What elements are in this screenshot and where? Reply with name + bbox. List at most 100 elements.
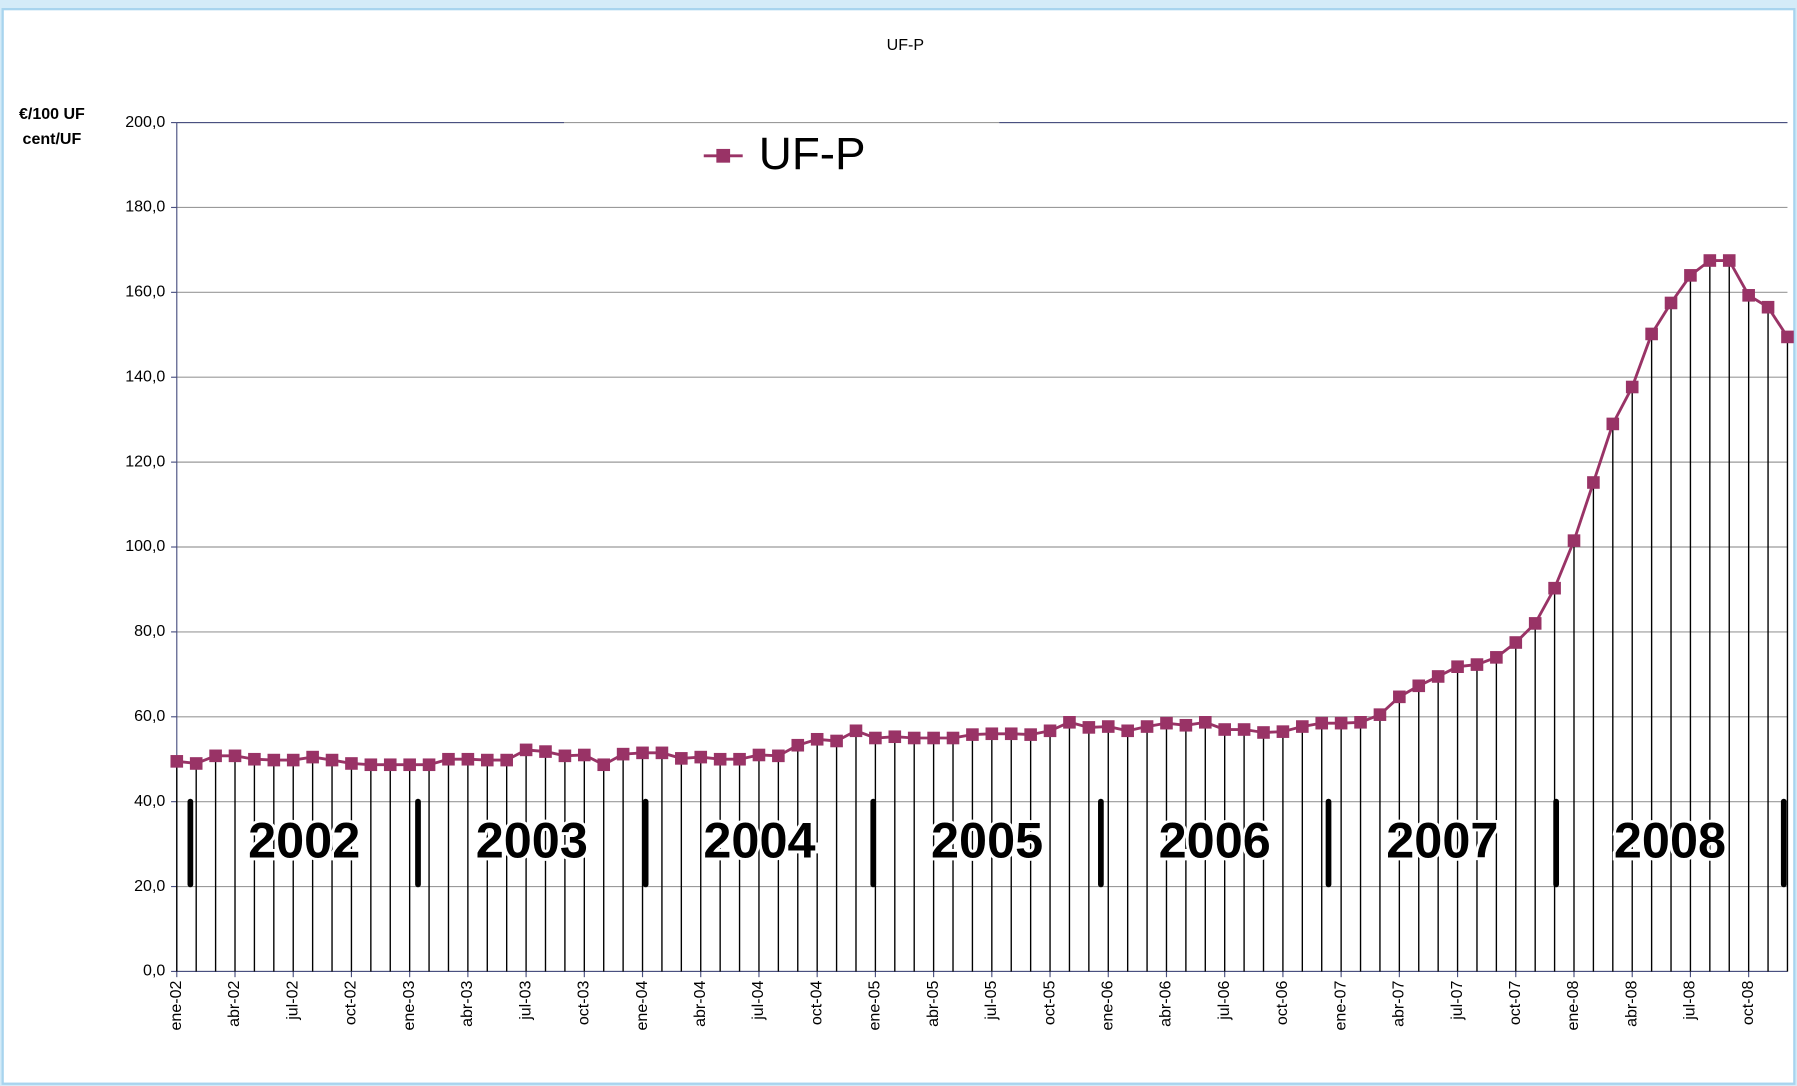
data-point [1412, 679, 1426, 693]
data-point [1140, 720, 1154, 733]
data-point [1315, 716, 1329, 730]
x-tick-label: ene-03 [400, 981, 418, 1031]
x-tick-label: jul-03 [516, 981, 534, 1021]
data-point [1606, 417, 1620, 431]
data-point [1703, 254, 1717, 267]
year-label: 2002 [248, 811, 360, 868]
x-tick-label: ene-02 [167, 981, 185, 1031]
year-label: 2006 [1159, 811, 1271, 868]
year-label: 2007 [1386, 811, 1498, 868]
data-point [519, 743, 533, 757]
year-label: 2008 [1614, 811, 1726, 868]
data-point [966, 728, 979, 741]
data-point [1043, 724, 1057, 738]
data-point [1063, 715, 1076, 729]
data-point [752, 748, 766, 762]
y-axis-label: €/100 UF [19, 105, 85, 123]
x-tick-label: ene-06 [1098, 981, 1116, 1031]
x-tick-label: jul-05 [982, 981, 1000, 1021]
data-point [946, 731, 960, 745]
data-point [1722, 254, 1736, 267]
legend-label: UF-P [759, 128, 866, 179]
data-point [655, 746, 669, 760]
x-tick-label: ene-05 [866, 981, 884, 1031]
data-point [985, 727, 999, 741]
data-point [616, 747, 630, 761]
data-point [675, 752, 688, 765]
data-point [1082, 721, 1096, 734]
data-point [403, 758, 416, 772]
y-tick-label: 100,0 [125, 537, 165, 555]
data-point [1198, 715, 1212, 729]
data-point [1334, 716, 1348, 730]
y-tick-label: 80,0 [134, 622, 165, 640]
data-point [1761, 300, 1775, 314]
x-tick-label: ene-08 [1564, 981, 1582, 1031]
data-point [1625, 380, 1639, 394]
x-tick-label: ene-04 [633, 981, 651, 1031]
data-point [888, 730, 902, 744]
x-tick-label: ene-07 [1331, 981, 1349, 1031]
data-point [830, 734, 843, 748]
data-point [1567, 534, 1581, 547]
data-point [383, 758, 397, 772]
year-label: 2005 [931, 811, 1043, 868]
data-point [228, 749, 242, 763]
data-point [1781, 330, 1794, 344]
data-point [1393, 690, 1406, 704]
data-point [345, 757, 358, 770]
x-tick-label: abr-06 [1157, 981, 1175, 1027]
x-tick-label: jul-02 [283, 981, 301, 1021]
data-point [248, 752, 261, 766]
data-point [422, 758, 436, 772]
data-point [1451, 660, 1464, 674]
data-point [733, 752, 746, 766]
data-point [1742, 289, 1755, 302]
y-axis-label: cent/UF [23, 130, 82, 148]
data-point [364, 758, 378, 772]
data-point [907, 731, 921, 745]
x-tick-label: jul-06 [1215, 981, 1233, 1021]
data-point [869, 731, 882, 745]
data-point [1470, 658, 1484, 671]
y-tick-label: 180,0 [125, 198, 165, 216]
x-tick-label: abr-08 [1622, 981, 1640, 1027]
data-point [1431, 670, 1445, 683]
data-point [480, 753, 494, 767]
data-point [791, 738, 805, 752]
data-point [1276, 725, 1290, 738]
data-point [694, 750, 708, 764]
y-tick-label: 0,0 [143, 962, 165, 980]
x-tick-label: oct-08 [1739, 981, 1757, 1026]
legend-marker [716, 148, 731, 163]
data-point [267, 753, 281, 767]
x-tick-label: oct-02 [342, 981, 360, 1026]
data-point [1354, 715, 1367, 729]
x-tick-label: oct-03 [575, 981, 593, 1026]
data-point [1373, 708, 1387, 721]
y-tick-label: 140,0 [125, 367, 165, 385]
data-point [1237, 723, 1251, 736]
x-tick-label: oct-04 [807, 981, 825, 1026]
data-point [772, 749, 785, 763]
data-point [597, 758, 611, 772]
data-point [636, 746, 649, 760]
data-point [500, 753, 513, 767]
data-point [1218, 723, 1231, 736]
data-point [1490, 651, 1503, 664]
data-point [1587, 476, 1600, 489]
data-point [1179, 718, 1193, 732]
data-point [1160, 716, 1173, 730]
data-point [306, 750, 319, 764]
data-point [927, 731, 940, 745]
x-tick-label: jul-07 [1448, 981, 1466, 1021]
x-tick-label: abr-07 [1390, 981, 1408, 1027]
y-tick-label: 160,0 [125, 283, 165, 301]
data-point [1101, 720, 1115, 733]
x-tick-label: jul-04 [749, 981, 767, 1021]
x-tick-label: abr-05 [924, 981, 942, 1027]
y-tick-label: 60,0 [134, 707, 165, 725]
y-tick-label: 200,0 [125, 113, 165, 131]
